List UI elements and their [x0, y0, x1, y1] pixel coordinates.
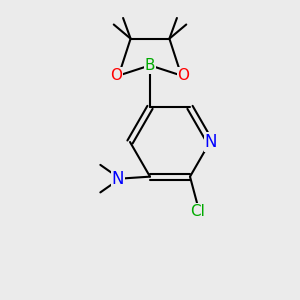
Text: O: O: [111, 68, 123, 83]
Text: N: N: [112, 169, 124, 188]
Text: Cl: Cl: [190, 204, 206, 219]
Text: N: N: [205, 133, 217, 151]
Text: O: O: [177, 68, 189, 83]
Text: B: B: [145, 58, 155, 73]
